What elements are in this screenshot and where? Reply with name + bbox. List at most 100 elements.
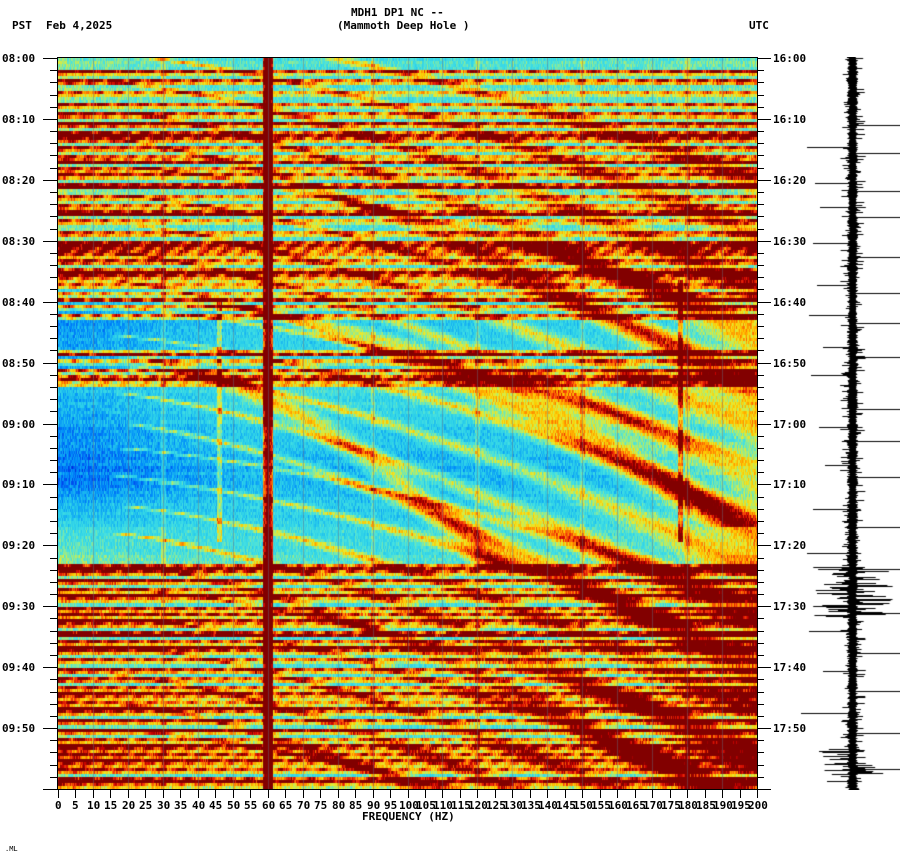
time-tick-minor-right xyxy=(757,70,764,71)
time-tick-minor-right xyxy=(757,692,764,693)
frequency-tick xyxy=(565,789,566,798)
time-label-left: 09:40 xyxy=(2,661,36,674)
frequency-label: 145 xyxy=(556,799,576,812)
time-label-right: 16:50 xyxy=(773,357,807,370)
time-label-left: 08:40 xyxy=(2,296,36,309)
time-tick-minor-right xyxy=(757,716,764,717)
frequency-tick xyxy=(93,789,94,798)
frequency-tick xyxy=(233,789,234,798)
time-tick-minor-left xyxy=(50,95,57,96)
frequency-tick xyxy=(198,789,199,798)
time-tick-major-left xyxy=(43,789,57,790)
time-label-left: 09:30 xyxy=(2,600,36,613)
time-tick-major-left xyxy=(43,728,57,729)
frequency-label: 65 xyxy=(279,799,293,812)
time-tick-minor-left xyxy=(50,216,57,217)
time-tick-minor-right xyxy=(757,594,764,595)
frequency-label: 80 xyxy=(332,799,346,812)
time-tick-minor-right xyxy=(757,509,764,510)
time-tick-major-right xyxy=(757,789,771,790)
frequency-tick xyxy=(145,789,146,798)
time-tick-major-right xyxy=(757,302,771,303)
time-tick-minor-left xyxy=(50,289,57,290)
time-tick-minor-right xyxy=(757,631,764,632)
time-tick-minor-right xyxy=(757,192,764,193)
time-tick-minor-left xyxy=(50,82,57,83)
time-tick-minor-right xyxy=(757,338,764,339)
time-tick-minor-left xyxy=(50,387,57,388)
time-tick-major-left xyxy=(43,241,57,242)
time-tick-minor-right xyxy=(757,655,764,656)
time-tick-major-right xyxy=(757,728,771,729)
time-label-left: 09:20 xyxy=(2,539,36,552)
corner-mark: .ML xyxy=(5,845,18,853)
time-tick-minor-left xyxy=(50,314,57,315)
frequency-tick xyxy=(268,789,269,798)
time-tick-minor-left xyxy=(50,131,57,132)
time-tick-major-right xyxy=(757,363,771,364)
time-tick-major-right xyxy=(757,180,771,181)
frequency-tick xyxy=(722,789,723,798)
timezone-right-label: UTC xyxy=(749,19,769,32)
frequency-tick xyxy=(303,789,304,798)
time-tick-minor-left xyxy=(50,533,57,534)
frequency-label: 60 xyxy=(262,799,276,812)
frequency-label: 115 xyxy=(451,799,471,812)
time-label-right: 16:00 xyxy=(773,52,807,65)
frequency-label: 95 xyxy=(384,799,398,812)
spectrogram-plot[interactable] xyxy=(57,57,758,790)
frequency-label: 75 xyxy=(314,799,328,812)
time-tick-minor-right xyxy=(757,679,764,680)
time-tick-minor-left xyxy=(50,740,57,741)
time-tick-major-left xyxy=(43,545,57,546)
time-label-right: 16:30 xyxy=(773,235,807,248)
spectrogram-canvas xyxy=(58,58,757,789)
time-label-right: 16:10 xyxy=(773,113,807,126)
time-tick-minor-left xyxy=(50,716,57,717)
time-tick-minor-right xyxy=(757,460,764,461)
frequency-label: 25 xyxy=(139,799,153,812)
frequency-tick xyxy=(215,789,216,798)
frequency-tick xyxy=(477,789,478,798)
time-tick-major-left xyxy=(43,363,57,364)
frequency-tick xyxy=(617,789,618,798)
time-tick-minor-right xyxy=(757,752,764,753)
time-tick-minor-right xyxy=(757,326,764,327)
frequency-label: 20 xyxy=(122,799,136,812)
frequency-label: 170 xyxy=(643,799,663,812)
time-tick-major-right xyxy=(757,241,771,242)
time-tick-minor-right xyxy=(757,387,764,388)
frequency-label: 155 xyxy=(591,799,611,812)
frequency-tick xyxy=(600,789,601,798)
frequency-tick xyxy=(495,789,496,798)
frequency-tick xyxy=(442,789,443,798)
time-tick-minor-left xyxy=(50,229,57,230)
frequency-label: 35 xyxy=(174,799,188,812)
time-label-right: 17:10 xyxy=(773,478,807,491)
time-tick-minor-left xyxy=(50,509,57,510)
time-tick-minor-left xyxy=(50,70,57,71)
time-tick-minor-right xyxy=(757,618,764,619)
frequency-tick xyxy=(530,789,531,798)
time-label-right: 17:20 xyxy=(773,539,807,552)
frequency-tick xyxy=(338,789,339,798)
frequency-label: 55 xyxy=(244,799,258,812)
time-tick-minor-left xyxy=(50,472,57,473)
time-tick-minor-right xyxy=(757,277,764,278)
frequency-tick xyxy=(250,789,251,798)
time-tick-minor-right xyxy=(757,570,764,571)
frequency-tick xyxy=(757,789,758,798)
time-label-right: 16:20 xyxy=(773,174,807,187)
time-tick-minor-left xyxy=(50,448,57,449)
time-tick-minor-right xyxy=(757,314,764,315)
time-tick-minor-right xyxy=(757,704,764,705)
frequency-label: 0 xyxy=(55,799,62,812)
timezone-left-label: PST xyxy=(12,19,32,32)
time-tick-major-right xyxy=(757,667,771,668)
date-label: Feb 4,2025 xyxy=(46,19,113,32)
time-tick-minor-right xyxy=(757,411,764,412)
seismogram-trace xyxy=(800,57,900,790)
frequency-label: 180 xyxy=(678,799,698,812)
time-tick-minor-left xyxy=(50,411,57,412)
time-tick-minor-right xyxy=(757,131,764,132)
